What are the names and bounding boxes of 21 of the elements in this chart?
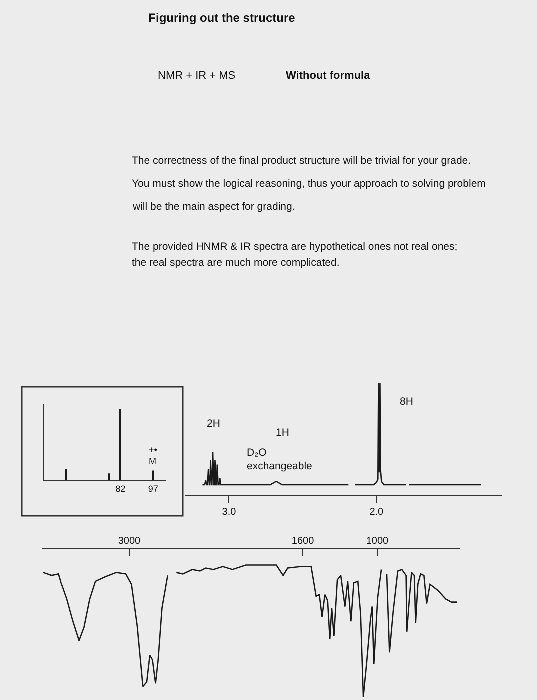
x-tick-label: 1000 — [366, 536, 389, 547]
x-tick-label: 3.0 — [222, 507, 237, 518]
annotation: D₂O exchangeable — [247, 447, 313, 473]
annotation: +• M — [149, 445, 158, 467]
x-tick-label: 82 — [116, 484, 126, 494]
annotation: 8H — [400, 396, 414, 408]
x-tick-label: 97 — [148, 484, 158, 494]
text: The correctness of the final product structure will be trivial for your grade. You must show the logical reasoning, thus your approach to solving problem will be the main aspect for grading. — [132, 155, 486, 213]
text: NMR + IR + MS — [158, 70, 236, 82]
annotation: 1H — [276, 427, 290, 439]
bar — [66, 469, 68, 480]
text: The provided HNMR & IR spectra are hypothetical ones not real ones; the real spectra are much more complicated. — [132, 241, 458, 269]
x-tick-label: 3000 — [118, 536, 142, 547]
bar — [108, 474, 110, 480]
annotation: 2H — [207, 418, 220, 430]
bar — [120, 408, 122, 480]
text: Without formula — [286, 70, 372, 82]
bar — [152, 470, 154, 480]
text: Figuring out the structure — [148, 11, 296, 26]
x-tick-label: 1600 — [292, 536, 315, 547]
x-tick-label: 2.0 — [370, 507, 384, 518]
